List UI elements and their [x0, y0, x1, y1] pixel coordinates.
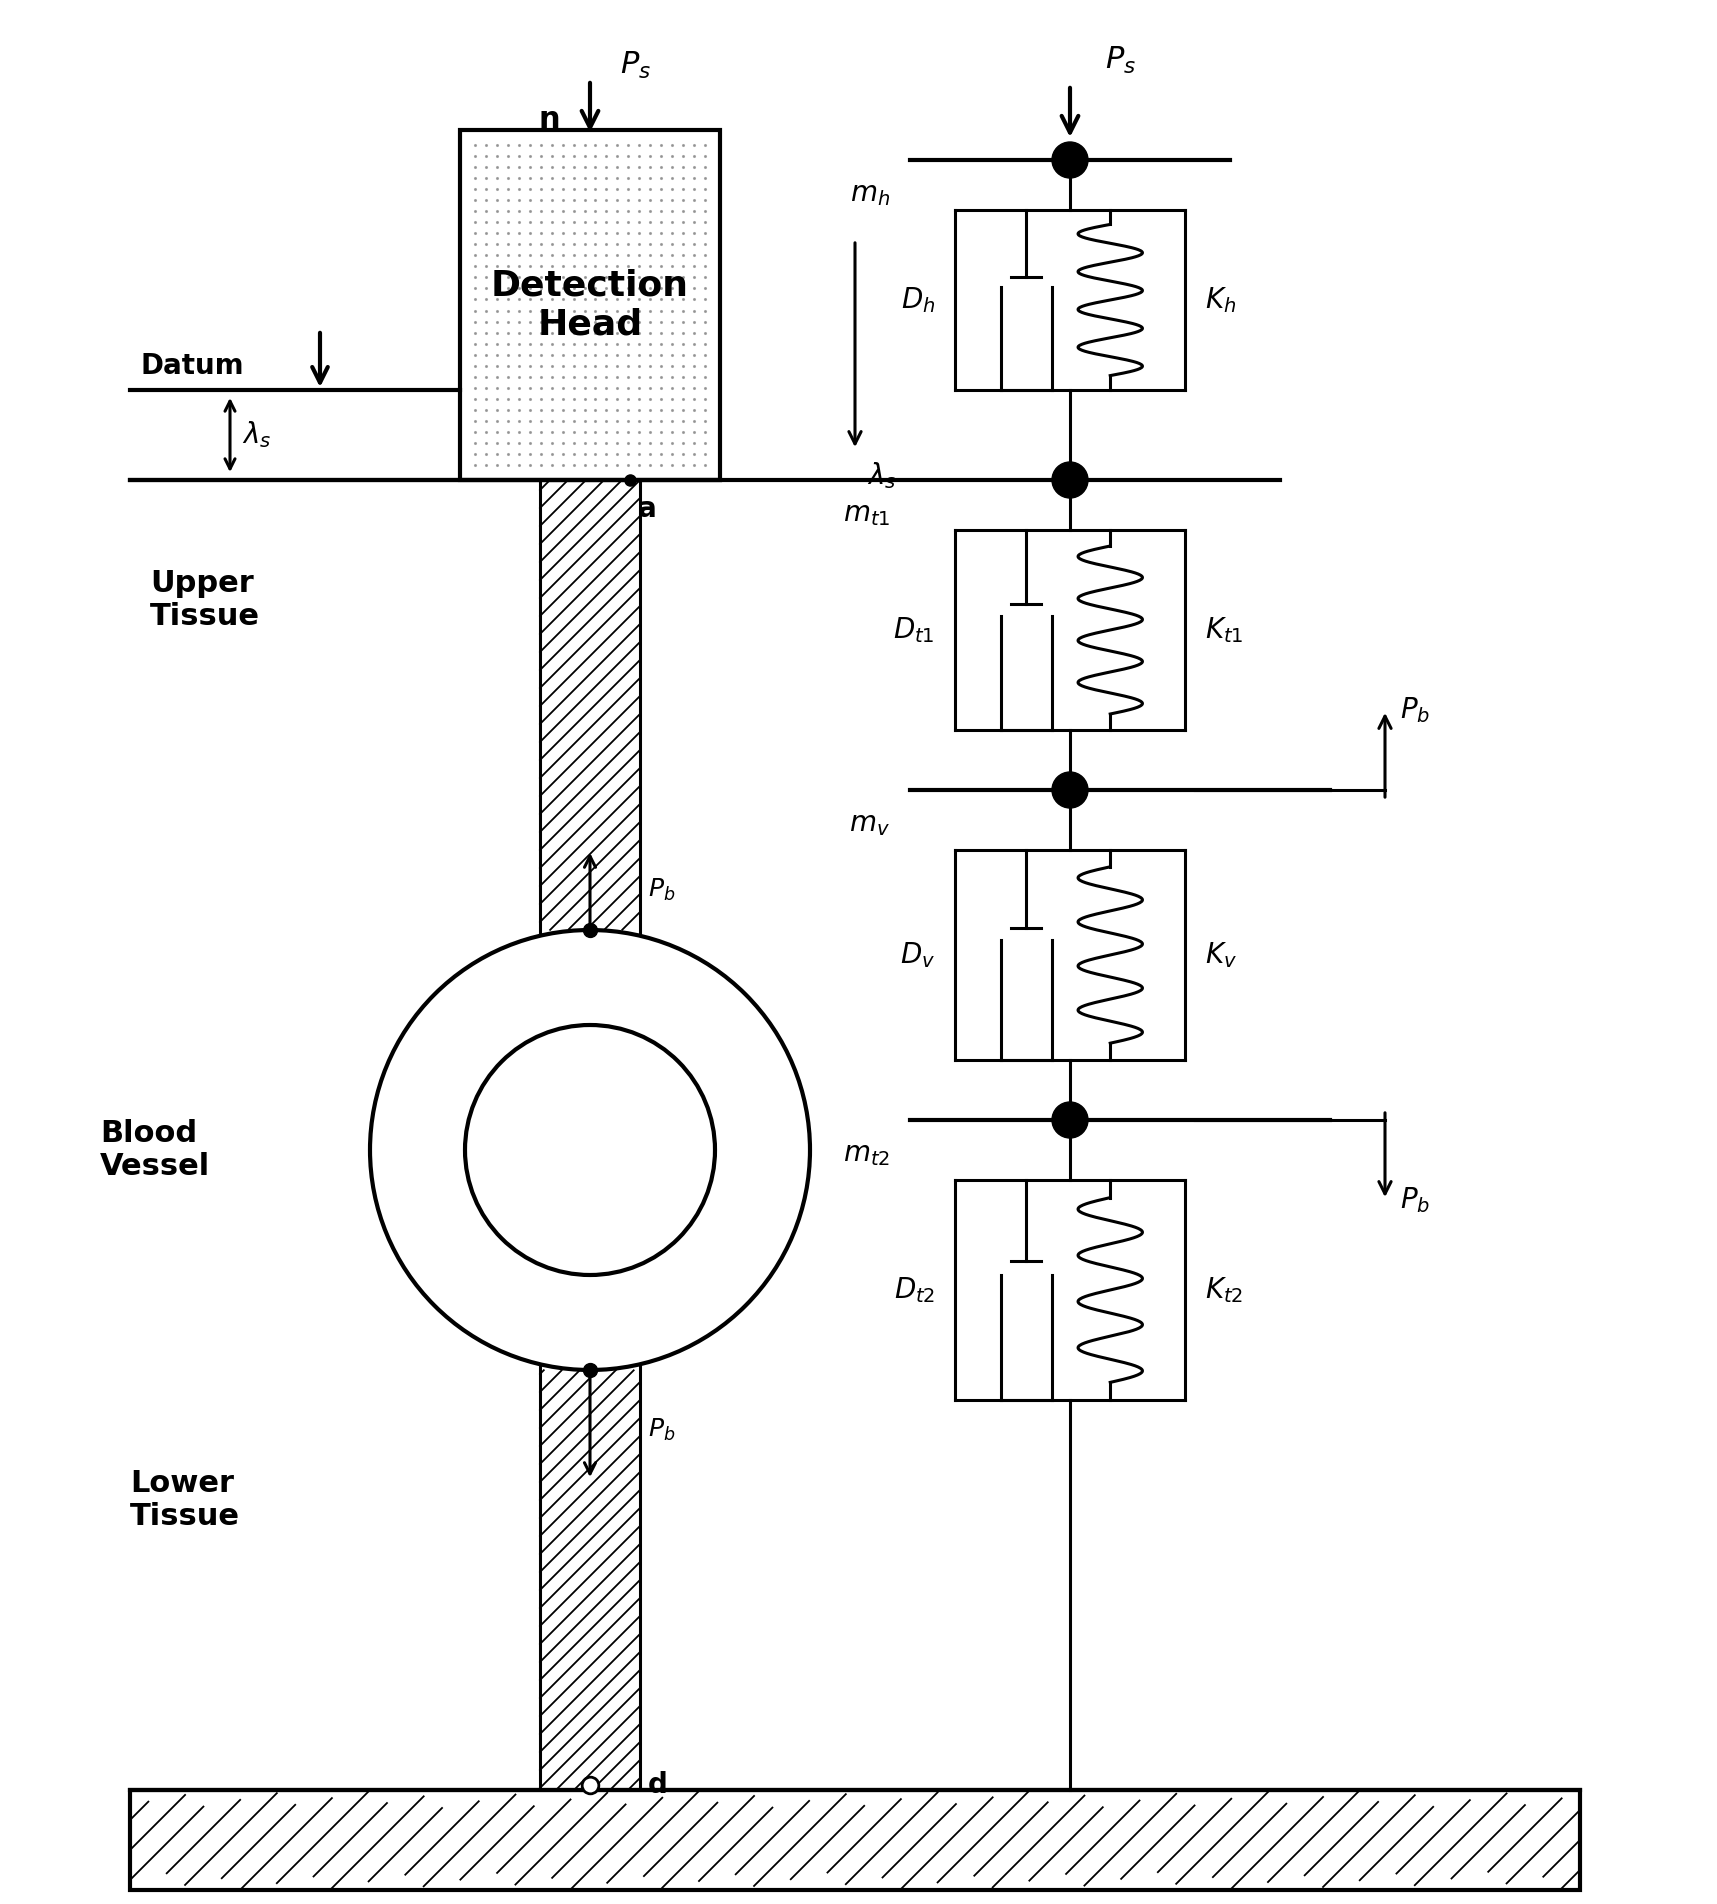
Bar: [130, 1790, 1580, 1891]
Text: $P_b$: $P_b$: [1399, 695, 1430, 725]
Text: $P_b$: $P_b$: [1399, 1184, 1430, 1215]
Text: $K_{t1}$: $K_{t1}$: [1205, 615, 1243, 645]
Text: $m_h$: $m_h$: [850, 181, 889, 208]
Text: $\lambda_s$: $\lambda_s$: [867, 461, 896, 491]
Circle shape: [1053, 1102, 1089, 1139]
Text: Lower
Tissue: Lower Tissue: [130, 1468, 240, 1531]
Text: $m_{t2}$: $m_{t2}$: [843, 1140, 889, 1167]
Circle shape: [465, 1024, 714, 1276]
Bar: [460, 129, 719, 480]
Text: $K_h$: $K_h$: [1205, 286, 1236, 314]
Circle shape: [1053, 463, 1089, 499]
Text: $K_{t2}$: $K_{t2}$: [1205, 1276, 1243, 1304]
Text: $D_h$: $D_h$: [901, 286, 936, 314]
Text: $K_v$: $K_v$: [1205, 941, 1236, 969]
Text: $m_{t1}$: $m_{t1}$: [843, 501, 889, 527]
Text: Detection
Head: Detection Head: [491, 268, 689, 341]
Text: $P_s$: $P_s$: [1106, 44, 1137, 76]
Text: $D_{t2}$: $D_{t2}$: [893, 1276, 936, 1304]
Text: $P_s$: $P_s$: [620, 50, 651, 80]
Circle shape: [1053, 143, 1089, 177]
Circle shape: [369, 929, 810, 1371]
Text: $P_b$: $P_b$: [647, 878, 675, 902]
Circle shape: [1053, 771, 1089, 807]
Text: $\lambda_s$: $\lambda_s$: [242, 419, 271, 451]
Text: d: d: [647, 1771, 668, 1799]
Text: c: c: [647, 1333, 664, 1359]
Text: $P_b$: $P_b$: [647, 1417, 675, 1443]
Text: a: a: [639, 495, 656, 524]
Text: $D_{t1}$: $D_{t1}$: [893, 615, 936, 645]
Text: n: n: [539, 105, 560, 135]
Text: $D_v$: $D_v$: [900, 941, 936, 969]
Text: Upper
Tissue: Upper Tissue: [149, 569, 259, 632]
Text: b: b: [647, 941, 668, 967]
Text: Datum: Datum: [141, 352, 244, 381]
Text: Blood
Vessel: Blood Vessel: [100, 1120, 209, 1180]
Text: $m_v$: $m_v$: [850, 809, 889, 838]
